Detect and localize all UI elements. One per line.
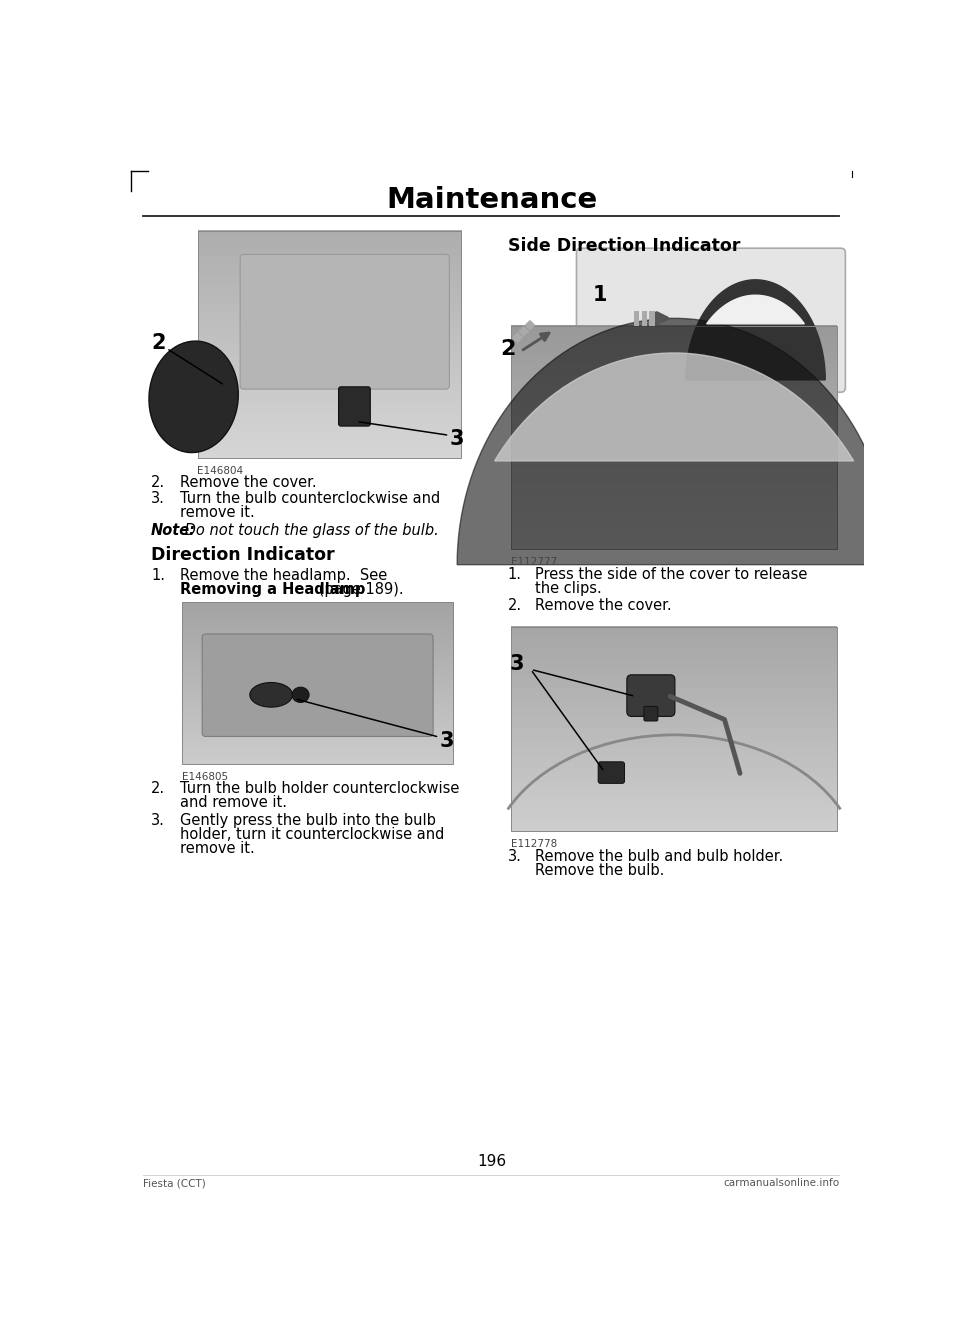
Text: 3: 3	[450, 429, 465, 449]
Text: 1.: 1.	[151, 568, 165, 583]
Text: Remove the headlamp.  See: Remove the headlamp. See	[180, 568, 387, 583]
Text: Press the side of the cover to release: Press the side of the cover to release	[535, 567, 807, 582]
Text: E112778: E112778	[512, 838, 558, 849]
Text: 3.: 3.	[151, 491, 165, 505]
Text: 1: 1	[592, 285, 608, 305]
Text: Turn the bulb counterclockwise and: Turn the bulb counterclockwise and	[180, 491, 440, 505]
Text: Maintenance: Maintenance	[386, 186, 598, 214]
Text: 1.: 1.	[508, 567, 521, 582]
Text: remove it.: remove it.	[180, 504, 254, 520]
Text: (page 189).: (page 189).	[314, 582, 403, 596]
Bar	[524, 320, 536, 330]
Text: 3: 3	[510, 654, 524, 674]
Text: 3: 3	[440, 731, 454, 751]
Text: remove it.: remove it.	[180, 841, 254, 856]
Polygon shape	[457, 318, 891, 564]
Bar	[512, 627, 837, 832]
Text: 2: 2	[500, 340, 516, 360]
Text: and remove it.: and remove it.	[180, 796, 287, 810]
FancyBboxPatch shape	[339, 386, 371, 427]
Ellipse shape	[250, 682, 293, 707]
Bar	[649, 310, 655, 326]
Text: Direction Indicator: Direction Indicator	[151, 547, 335, 564]
Polygon shape	[494, 353, 853, 461]
Text: 196: 196	[477, 1154, 507, 1169]
Text: holder, turn it counterclockwise and: holder, turn it counterclockwise and	[180, 828, 444, 842]
Text: Remove the cover.: Remove the cover.	[180, 476, 316, 491]
Text: Turn the bulb holder counterclockwise: Turn the bulb holder counterclockwise	[180, 781, 459, 796]
Bar	[512, 326, 837, 550]
FancyBboxPatch shape	[240, 254, 449, 389]
FancyBboxPatch shape	[203, 634, 433, 737]
Bar	[634, 310, 639, 326]
Text: Removing a Headlamp: Removing a Headlamp	[180, 582, 365, 596]
Text: 3.: 3.	[508, 849, 521, 864]
Polygon shape	[707, 295, 804, 324]
Bar	[198, 231, 461, 459]
Text: E112777: E112777	[512, 558, 558, 567]
Text: the clips.: the clips.	[535, 580, 601, 596]
Text: 2.: 2.	[151, 476, 165, 491]
Text: 2.: 2.	[151, 781, 165, 796]
FancyBboxPatch shape	[627, 675, 675, 717]
Text: carmanualsonline.info: carmanualsonline.info	[723, 1178, 839, 1189]
Bar	[512, 332, 523, 342]
Bar	[518, 326, 529, 337]
Text: E146805: E146805	[182, 771, 228, 782]
Ellipse shape	[292, 687, 309, 702]
Text: Do not touch the glass of the bulb.: Do not touch the glass of the bulb.	[180, 523, 439, 537]
Text: E146804: E146804	[198, 467, 244, 476]
Text: Remove the cover.: Remove the cover.	[535, 598, 671, 612]
Text: 3.: 3.	[151, 813, 165, 829]
Text: 2.: 2.	[508, 598, 521, 612]
Text: Remove the bulb.: Remove the bulb.	[535, 862, 664, 877]
FancyBboxPatch shape	[644, 706, 658, 721]
Bar	[641, 310, 647, 326]
FancyBboxPatch shape	[576, 249, 846, 392]
FancyBboxPatch shape	[598, 762, 625, 783]
Text: 2: 2	[151, 333, 165, 353]
Text: Note:: Note:	[151, 523, 196, 537]
Text: Remove the bulb and bulb holder.: Remove the bulb and bulb holder.	[535, 849, 782, 864]
Text: Fiesta (CCT): Fiesta (CCT)	[143, 1178, 206, 1189]
Text: Side Direction Indicator: Side Direction Indicator	[508, 238, 740, 255]
Ellipse shape	[149, 341, 238, 453]
Bar	[182, 603, 453, 765]
Polygon shape	[685, 279, 826, 380]
Text: Gently press the bulb into the bulb: Gently press the bulb into the bulb	[180, 813, 436, 829]
